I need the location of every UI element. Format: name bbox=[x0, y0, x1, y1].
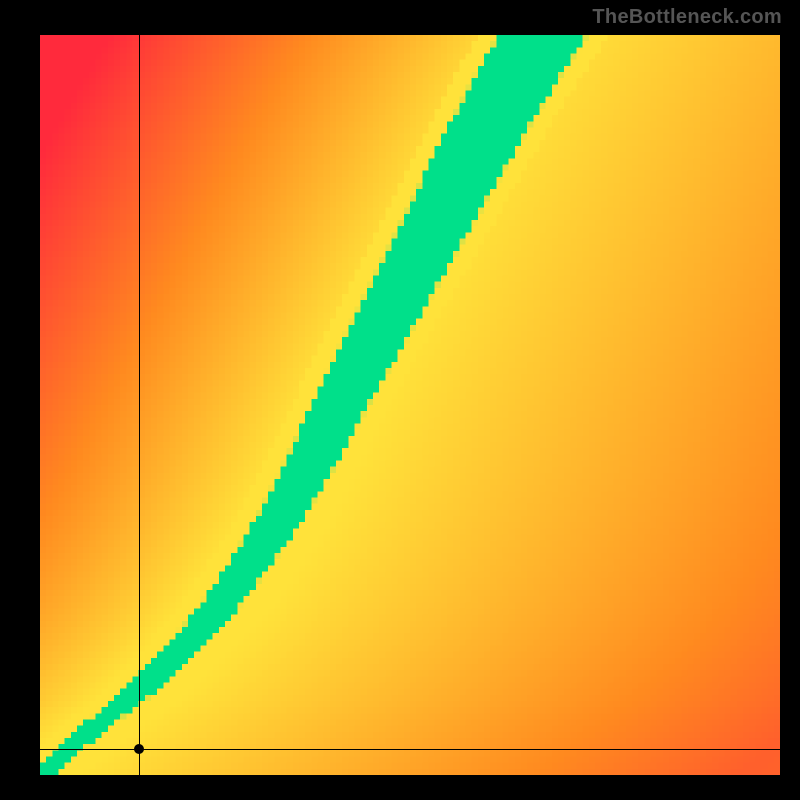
watermark-text: TheBottleneck.com bbox=[592, 6, 782, 29]
crosshair-horizontal bbox=[40, 749, 780, 750]
data-point-marker bbox=[134, 744, 144, 754]
heatmap-plot bbox=[40, 35, 780, 775]
crosshair-vertical bbox=[139, 35, 140, 775]
heatmap-canvas bbox=[40, 35, 780, 775]
